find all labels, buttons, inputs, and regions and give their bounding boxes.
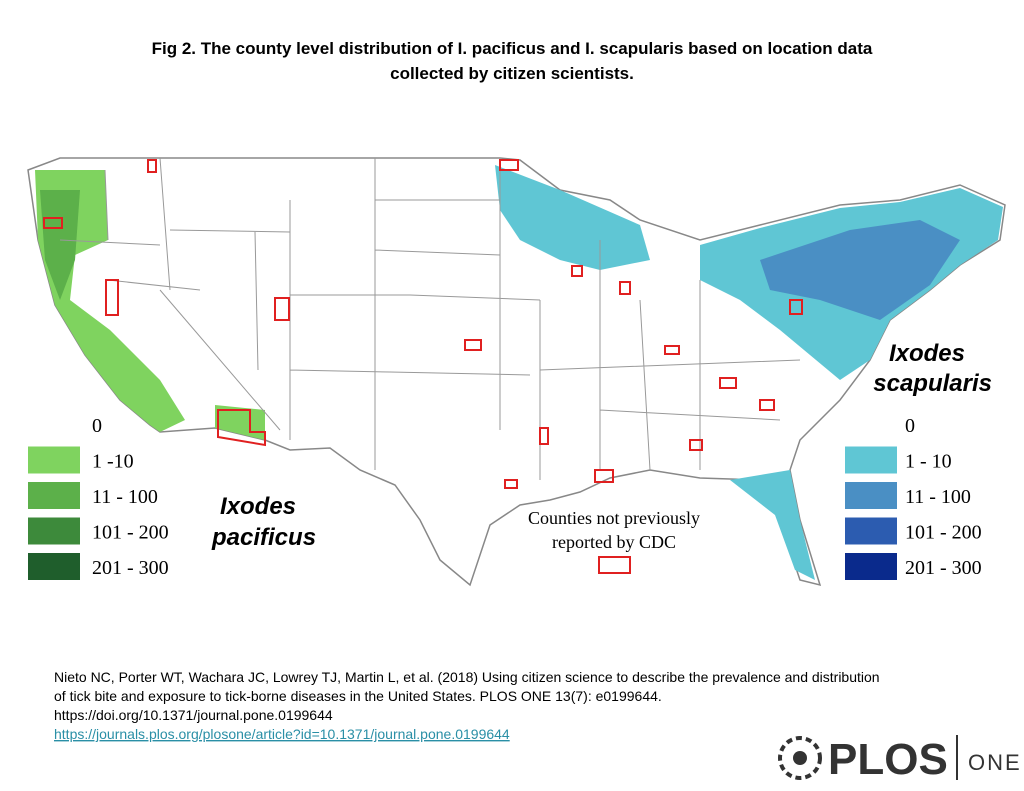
- cdc-note: Counties not previously: [528, 508, 700, 528]
- species-name: scapularis: [873, 370, 992, 397]
- species-name: Ixodes: [220, 493, 296, 520]
- species-name: Ixodes: [889, 340, 965, 367]
- logo-brand: PLOS: [828, 735, 948, 784]
- legend-label: 201 - 300: [92, 557, 169, 579]
- state-lines: [59, 157, 801, 480]
- legend-swatch: [28, 553, 80, 580]
- title-line: collected by citizen scientists.: [390, 64, 634, 83]
- legend-label: 201 - 300: [905, 557, 982, 579]
- logo-icon: [793, 751, 807, 765]
- new-county-markers: [43, 159, 803, 489]
- logo-icon: [778, 736, 822, 780]
- legend-label: 11 - 100: [905, 486, 971, 508]
- map: [27, 157, 1006, 587]
- legend-label: 1 - 10: [905, 451, 952, 473]
- legend-swatch: [845, 446, 897, 474]
- scapularis-range: [730, 470, 815, 580]
- legend-swatch: [28, 482, 80, 509]
- scapularis-legend: 0 1 - 10 11 - 100 101 - 200 201 - 300: [845, 411, 982, 580]
- legend-label: 0: [905, 415, 915, 437]
- citation-line: https://doi.org/10.1371/journal.pone.019…: [54, 707, 333, 723]
- species-name: pacificus: [211, 524, 316, 551]
- plos-logo: PLOS ONE: [778, 735, 1022, 784]
- pacificus-legend: 0 1 -10 11 - 100 101 - 200 201 - 300: [28, 411, 169, 580]
- title-line: Fig 2. The county level distribution of …: [152, 39, 873, 58]
- legend-swatch: [845, 411, 897, 438]
- legend-swatch: [28, 517, 80, 545]
- cdc-note: reported by CDC: [552, 532, 676, 552]
- cdc-swatch: [598, 556, 631, 574]
- legend-label: 1 -10: [92, 451, 134, 473]
- citation-line: Nieto NC, Porter WT, Wachara JC, Lowrey …: [54, 669, 880, 685]
- legend-label: 0: [92, 415, 102, 437]
- legend-label: 101 - 200: [905, 522, 982, 544]
- legend-swatch: [28, 446, 80, 474]
- legend-swatch: [845, 482, 897, 509]
- legend-swatch: [845, 517, 897, 545]
- legend-swatch: [28, 411, 80, 438]
- legend-label: 11 - 100: [92, 486, 158, 508]
- logo-journal: ONE: [968, 750, 1022, 775]
- scapularis-range: [495, 165, 650, 270]
- citation-line: of tick bite and exposure to tick-borne …: [54, 688, 662, 704]
- legend-label: 101 - 200: [92, 522, 169, 544]
- legend-swatch: [845, 553, 897, 580]
- article-link[interactable]: https://journals.plos.org/plosone/articl…: [54, 726, 510, 742]
- scapularis-range-dense: [760, 220, 960, 320]
